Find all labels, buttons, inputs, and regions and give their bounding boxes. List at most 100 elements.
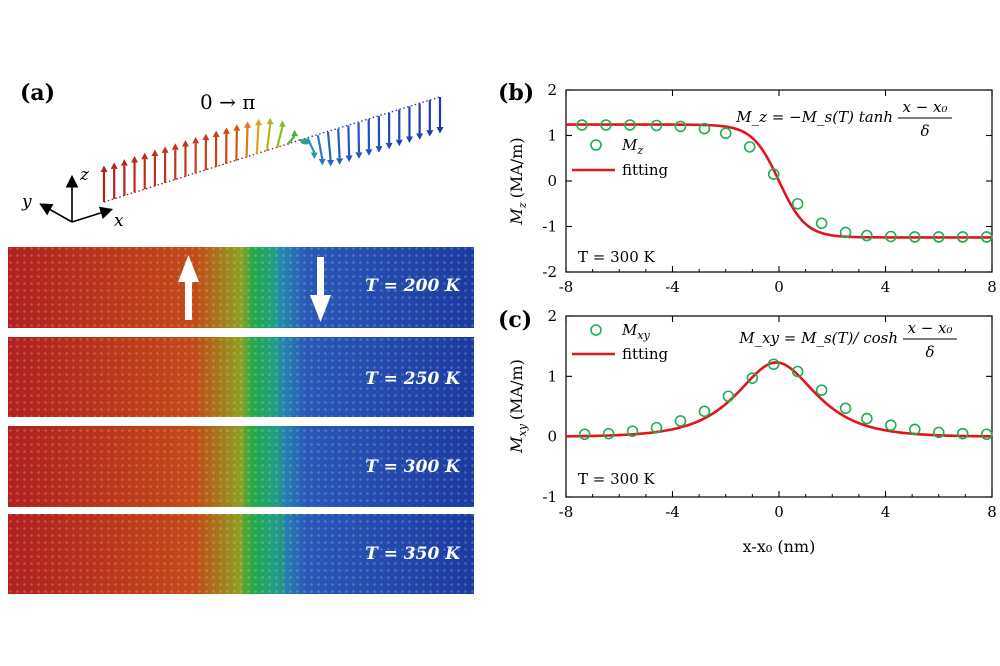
x-tick-label: 4 [881,503,891,521]
y-axis-label: y [21,192,32,212]
spin-arrow [426,100,434,137]
data-point [932,426,945,439]
snapshot-200k: T = 200 K [8,247,474,328]
data-point [722,390,735,403]
domain-wall-snapshots: T = 200 K T = 250 K T = 300 K T = 350 K [8,247,474,594]
up-arrow [178,255,199,320]
spin-arrow [276,120,286,149]
legend-fit-label: fitting [622,345,669,363]
data-point [602,427,615,440]
data-point [956,427,969,440]
atom-texture [8,514,474,594]
y-tick-label: -2 [542,263,557,281]
plot-c-marks: -8 -4 0 4 8 2 1 0 -1 [542,307,996,521]
data-point [698,405,711,418]
down-arrow [310,257,331,322]
spin-arrow [110,162,118,199]
spin-arrow [375,116,383,153]
y-tick-label: 2 [547,307,557,325]
data-point [839,226,852,239]
spin-arrow [192,136,200,174]
panel-b: (b) -8 -4 0 4 8 2 1 0 -1 -2 Mz(MA/m) Mz fitting T… [498,80,997,296]
data-point [650,421,663,434]
spin-arrow [405,106,413,144]
temp-label-300k: T = 300 K [365,457,461,477]
spin-arrow [416,103,424,140]
data-point [674,120,687,133]
spin-arrow [244,121,252,158]
formula-denominator: δ [920,122,929,140]
formula-denominator: δ [925,343,934,361]
spin-arrow [336,128,344,165]
data-point [578,428,591,441]
legend-marker [590,139,602,151]
spin-arrow [222,127,230,164]
x-tick-label: -8 [559,503,574,521]
data-point [956,231,969,243]
panel-c: (c) -8 -4 0 4 8 2 1 0 -1 Mxy(MA/m) Mxy fitting T… [498,307,997,556]
data-point [885,230,897,243]
panel-b-label: (b) [498,80,534,106]
fit-line [565,361,993,438]
plot-b-marks: -8 -4 0 4 8 2 1 0 -1 -2 [542,81,996,296]
legend-marker [590,324,602,336]
fit-line [566,123,992,239]
data-point [861,229,873,242]
temp-label-350k: T = 350 K [365,544,461,564]
x-tick-label: 8 [987,503,997,521]
spin-arrow [355,122,363,159]
spin-arrow [345,125,353,162]
formula-lhs: M_xy = M_s(T)/ cosh [738,329,898,347]
y-tick-label: 0 [547,428,557,446]
data-point [767,168,780,180]
data-point [861,412,873,425]
data-point [600,119,612,131]
legend-fit-label: fitting [622,161,669,179]
snapshot-300k: T = 300 K [8,426,474,507]
spin-arrow [395,109,403,147]
x-axis-label: x [114,211,124,231]
annotation-c: T = 300 K [578,470,656,488]
spin-arrow [171,143,179,180]
data-point [624,119,636,131]
legend-symbol: Mxy [621,321,651,342]
legend-symbol: Mz [621,136,643,157]
x-tick-label: -4 [665,503,680,521]
z-axis-label: z [79,165,90,185]
data-point [885,419,897,432]
chain-baseline [103,139,301,203]
spin-chain [100,96,444,203]
y-tick-label: -1 [542,218,557,236]
spin-arrow [233,124,241,161]
data-point [791,197,804,210]
formula-numerator: x − x₀ [902,98,947,116]
chain-baseline [299,96,441,141]
x-tick-label: 4 [881,278,891,296]
spin-arrow [120,159,128,196]
spin-arrow [326,131,335,167]
y-tick-label: 0 [547,172,557,190]
coordinate-axes: z x y [21,165,124,231]
atom-texture [8,247,474,328]
atom-texture [8,337,474,417]
formula-b: M_z = −M_s(T) tanh x − x₀ δ [735,98,952,140]
spin-arrow [385,112,393,150]
data-point [743,141,756,153]
data-point [815,384,828,397]
panel-c-label: (c) [498,307,532,333]
data-point [767,358,780,371]
snapshot-350k: T = 350 K [8,514,474,594]
x-tick-label: -8 [559,278,574,296]
y-tick-label: 2 [547,81,557,99]
data-point [980,231,993,243]
y-axis-arrow [39,203,73,223]
snapshot-250k: T = 250 K [8,337,474,417]
data-point [908,231,921,243]
formula-numerator: x − x₀ [907,319,952,337]
spin-arrow [161,146,169,183]
temp-label-250k: T = 250 K [365,369,461,389]
spin-arrow [181,140,189,177]
atom-texture [8,426,474,507]
spin-arrow [316,134,326,166]
